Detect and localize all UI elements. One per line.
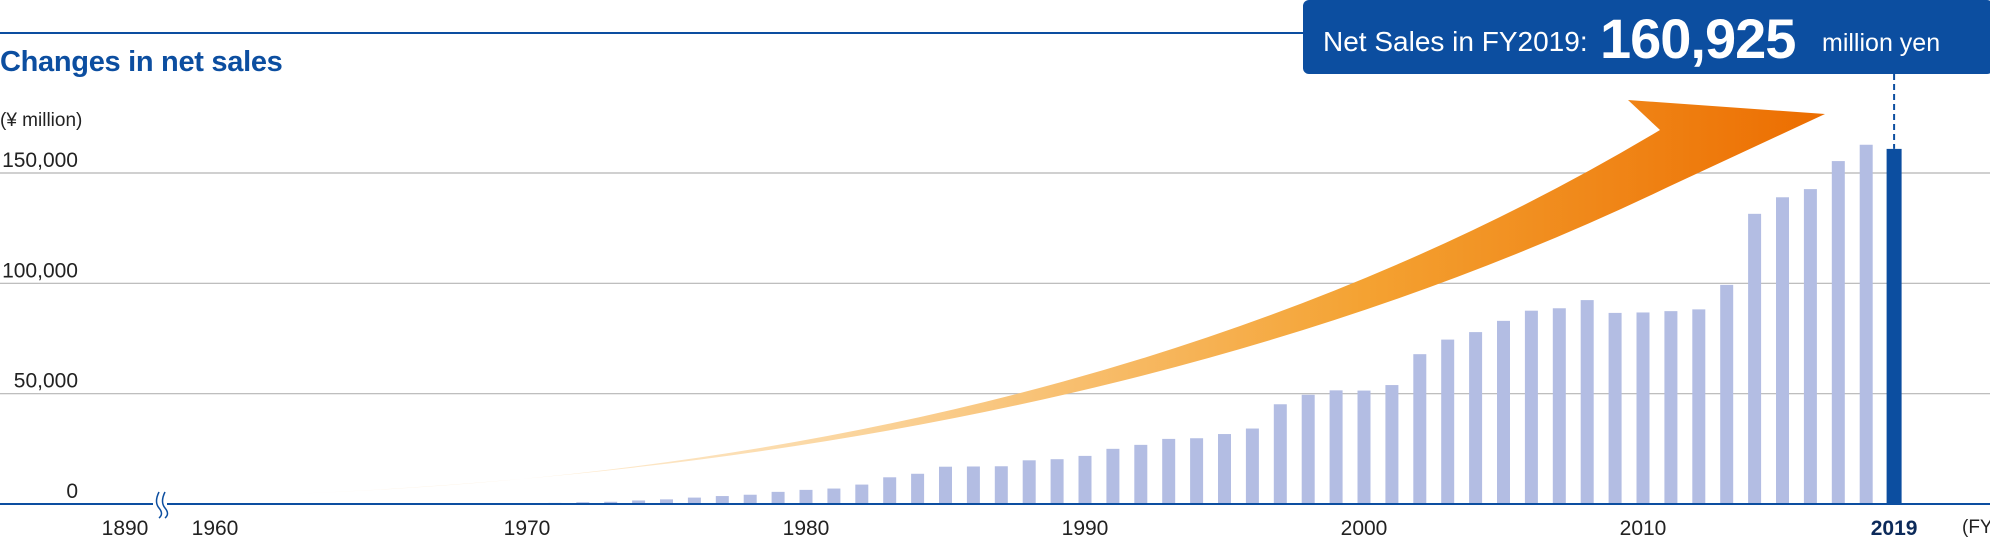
bar [1441,339,1455,504]
y-tick-label: 50,000 [14,370,78,393]
bar [1134,444,1148,504]
bar [1692,309,1706,504]
net-sales-callout: Net Sales in FY2019: 160,925 million yen [1303,0,1990,74]
x-tick-label: 2010 [1620,517,1667,538]
bars [520,144,1902,505]
chart-title: Changes in net sales [0,46,283,78]
y-tick-label: 150,000 [2,149,78,172]
bar [1078,455,1092,504]
bar [855,484,869,504]
bar [1385,385,1399,504]
bar [1608,312,1622,504]
growth-arrow [290,100,1825,494]
bar [1524,310,1538,504]
bar [632,500,646,504]
x-tick-label: 1970 [504,517,551,538]
y-tick-labels: 0 50,000 100,000 150,000 [2,149,78,503]
bar [911,473,925,504]
bar [1050,459,1064,504]
bar [1776,197,1789,505]
bar [1022,460,1036,504]
x-tick-label: 1980 [783,517,830,538]
y-axis-unit: (¥ million) [0,110,83,131]
bar [1413,354,1427,504]
x-tick-label: 1890 [102,517,149,538]
bar [827,488,841,504]
bar [1497,320,1510,504]
bar [1720,284,1734,504]
axis-break-icon [153,490,169,519]
x-axis-unit: (FY [1962,517,1990,538]
bar [1831,161,1845,505]
bar [660,499,673,504]
y-tick-label: 100,000 [2,259,78,282]
bar [687,497,701,504]
bar [1580,300,1594,504]
bar [966,466,980,504]
x-tick-label: 1960 [192,517,239,538]
bar [1245,428,1259,504]
callout-unit: million yen [1822,29,1941,57]
bar [1357,390,1371,504]
bar [1106,448,1120,504]
highlight-bar [1886,148,1902,505]
y-tick-label: 0 [66,480,78,503]
bar [1748,213,1762,504]
bar [1469,332,1483,504]
bar [1636,312,1650,504]
bar [743,494,757,504]
bar [715,496,729,504]
bar [1301,394,1315,504]
gridlines [0,172,1990,395]
bar [939,466,952,504]
callout-label: Net Sales in FY2019: [1323,26,1588,57]
x-tick-label: 1990 [1062,517,1109,538]
bar [799,489,813,504]
bar [1273,404,1287,504]
bar [1552,308,1566,504]
bar [1859,144,1873,504]
bar [1329,390,1343,504]
bar [1162,438,1176,504]
bar [1664,311,1678,504]
x-tick-label: 2000 [1341,517,1388,538]
x-tick-labels: 1890 1960 1970 1980 1990 2000 2010 2019 [102,517,1918,538]
bar [994,466,1008,504]
bar [1190,438,1204,504]
bar [1803,189,1817,504]
callout-value: 160,925 [1600,7,1796,70]
bar [1218,434,1231,504]
x-tick-label: 2019 [1871,517,1918,538]
bar [771,491,785,504]
bar [604,501,618,504]
bar [883,477,897,504]
